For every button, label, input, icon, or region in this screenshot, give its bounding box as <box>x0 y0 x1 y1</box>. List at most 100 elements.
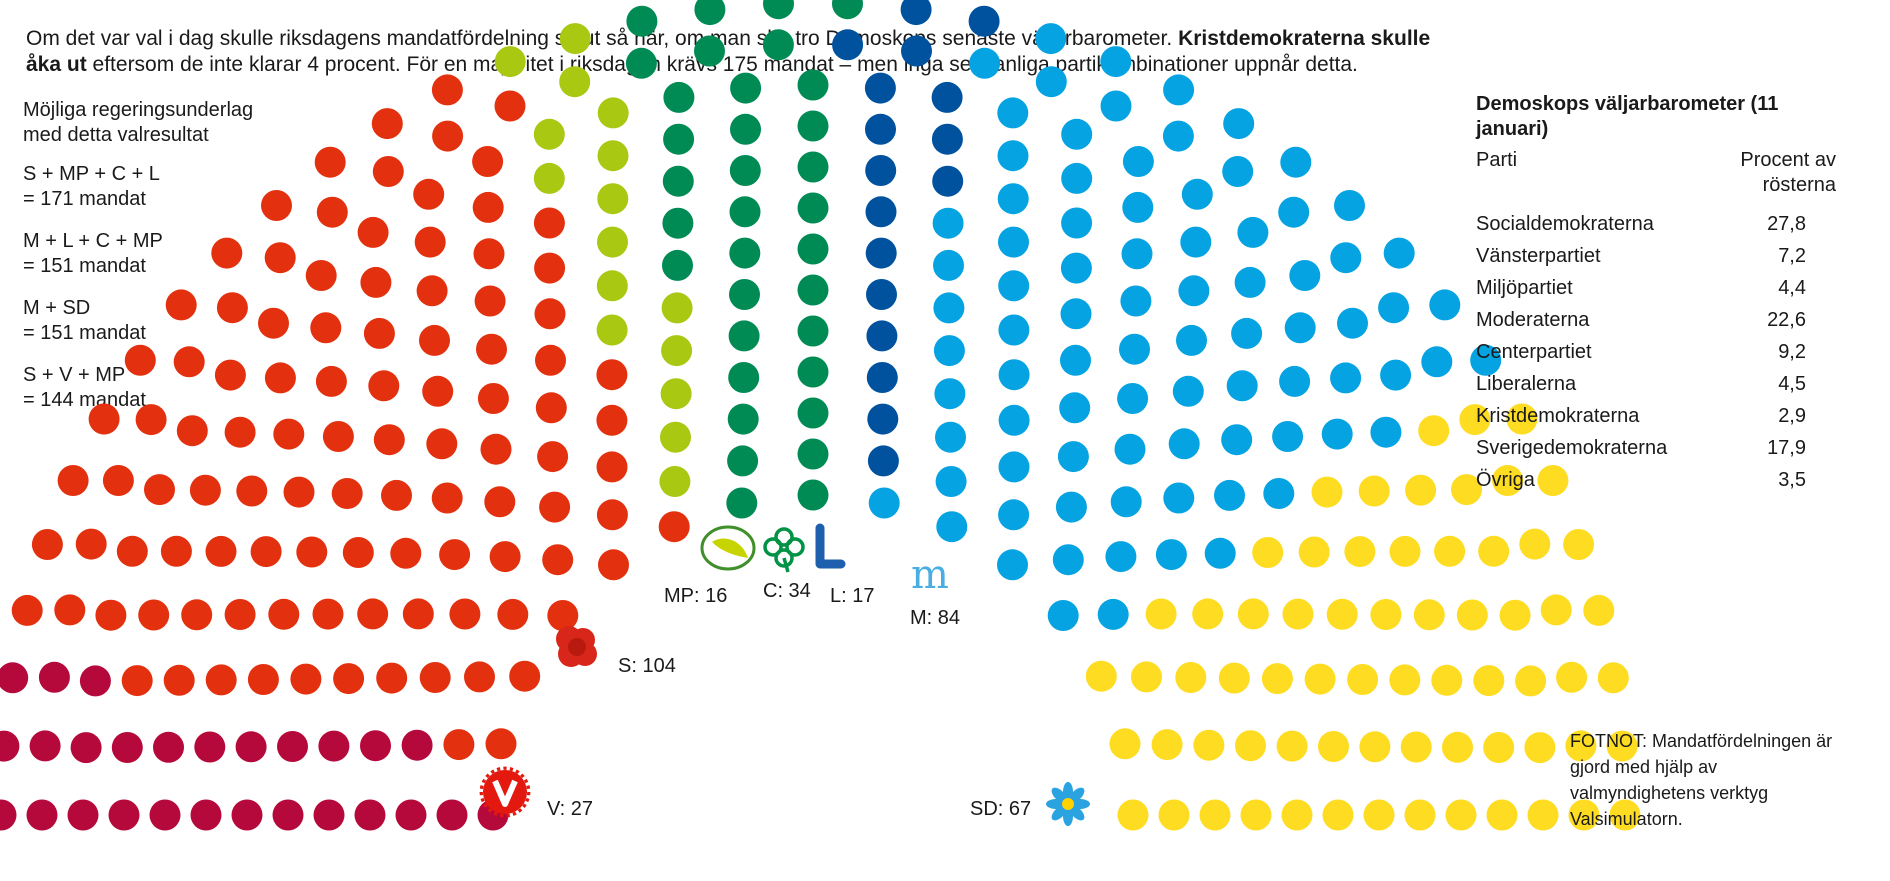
seat-m <box>1047 600 1079 631</box>
seat-m <box>1380 359 1412 391</box>
table-title: Demoskops väljarbarometer (11 januari) <box>1476 93 1779 140</box>
seat-sd <box>1499 599 1531 631</box>
seat-m <box>1122 146 1154 177</box>
seat-sd <box>1192 598 1224 630</box>
seat-sd <box>1218 662 1250 694</box>
seat-m <box>935 421 966 453</box>
coalition-seats: = 171 mandat <box>23 188 146 210</box>
seat-sd <box>1282 598 1314 630</box>
seat-s <box>476 333 507 365</box>
seat-m <box>1168 428 1200 460</box>
party-percent: 4,4 <box>1778 277 1806 299</box>
seat-m <box>1061 118 1093 150</box>
party-percent: 4,5 <box>1778 373 1806 395</box>
seat-sd <box>1413 599 1445 631</box>
seat-m <box>936 511 968 543</box>
seat-s <box>144 474 175 506</box>
seat-m <box>1204 537 1236 569</box>
seat-m <box>1337 307 1368 339</box>
seat-s <box>598 549 629 581</box>
seat-c <box>797 438 829 470</box>
seat-sd <box>1158 799 1190 831</box>
seat-c <box>762 29 794 61</box>
seat-s <box>357 216 389 248</box>
seat-s <box>173 346 205 378</box>
seat-sd <box>1281 799 1313 831</box>
party-label-m: M: 84 <box>910 607 961 629</box>
seat-m <box>1231 317 1263 349</box>
seat-v <box>111 732 143 763</box>
seat-sd <box>1565 730 1597 762</box>
seat-l <box>931 81 963 113</box>
seat-v <box>29 730 61 762</box>
party-name: Miljöpartiet <box>1476 277 1573 299</box>
intro-text-bold: Kristdemokraterna skulle åka ut <box>26 27 1431 76</box>
seat-s <box>165 289 197 321</box>
seat-m <box>1330 242 1362 274</box>
seat-sd <box>1537 465 1569 496</box>
seat-sd <box>1252 537 1284 568</box>
party-name: Sverigedemokraterna <box>1476 437 1668 459</box>
seat-m <box>1223 108 1255 140</box>
party-label-v: V: 27 <box>547 798 593 820</box>
seat-m <box>1122 191 1154 223</box>
seat-l <box>932 165 964 197</box>
seat-sd <box>1418 415 1450 447</box>
seat-s <box>376 662 408 694</box>
seat-m <box>1181 178 1213 210</box>
seat-m <box>998 499 1030 531</box>
seat-m <box>1321 418 1353 450</box>
party-percent: 27,8 <box>1767 213 1806 235</box>
seat-s <box>485 728 517 760</box>
seat-l <box>968 5 1000 37</box>
seat-s <box>261 190 292 221</box>
seat-m <box>1120 285 1152 317</box>
seat-c <box>797 192 829 224</box>
seat-mp <box>661 335 693 367</box>
seat-mp <box>559 23 591 55</box>
seat-sd <box>1609 799 1641 831</box>
seat-sd <box>1400 731 1432 763</box>
seat-m <box>1330 362 1362 394</box>
seat-m <box>1226 370 1258 402</box>
svg-text:m: m <box>911 552 949 598</box>
seat-s <box>533 207 565 239</box>
seat-sd <box>1322 799 1354 831</box>
party-percent: 22,6 <box>1767 309 1806 331</box>
coalition-item: S + V + MP = 144 mandat <box>23 363 283 413</box>
seat-s <box>537 441 569 473</box>
seat-s <box>264 362 296 394</box>
seat-s <box>416 275 448 307</box>
seat-s <box>121 665 153 697</box>
coalition-parties: S + V + MP <box>23 364 126 386</box>
seat-s <box>390 537 422 569</box>
seat-s <box>264 242 296 274</box>
seat-c <box>730 72 762 104</box>
table-header: Parti Procent av rösterna <box>1476 148 1836 198</box>
seat-m <box>1119 333 1150 365</box>
seat-sd <box>1568 799 1600 831</box>
seat-s <box>236 475 268 507</box>
seat-c <box>797 397 829 429</box>
seat-s <box>472 191 504 223</box>
seat-s <box>419 324 450 356</box>
party-name: Moderaterna <box>1476 309 1590 331</box>
seat-s <box>54 594 86 626</box>
seat-m <box>998 270 1030 302</box>
seat-l <box>865 155 897 186</box>
seat-mp <box>494 46 526 78</box>
seat-sd <box>1506 403 1538 435</box>
seat-s <box>102 465 134 496</box>
seat-c <box>726 487 758 519</box>
seat-c <box>797 69 829 101</box>
seat-s <box>75 528 107 560</box>
seat-l <box>865 196 897 228</box>
seat-m <box>1383 237 1415 269</box>
seat-sd <box>1597 662 1629 694</box>
seat-c <box>625 47 657 79</box>
seat-sd <box>1085 660 1117 692</box>
seat-sd <box>1483 732 1515 763</box>
seat-s <box>124 344 156 376</box>
seat-c <box>727 403 759 435</box>
seat-m <box>1060 252 1092 284</box>
